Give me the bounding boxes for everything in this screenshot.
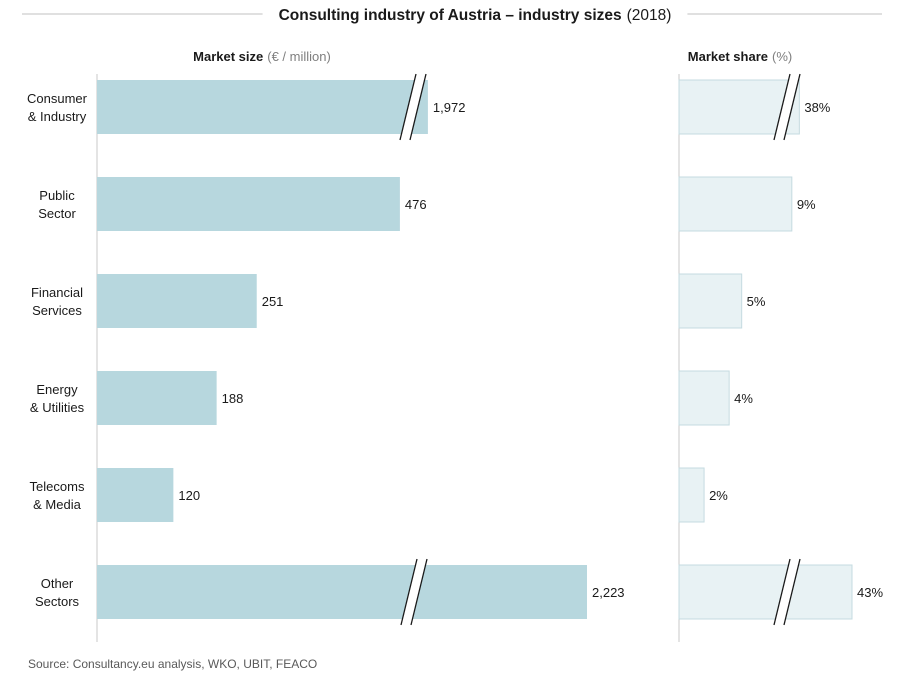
data-label-2-6: 43% <box>857 585 883 600</box>
panel-1-header-name: Market size <box>193 49 263 64</box>
axis-break-mark-1-6-b <box>410 558 428 626</box>
panel-1-header-unit: (€ / million) <box>267 49 331 64</box>
data-label-2-1: 38% <box>804 100 830 115</box>
panel-2-header-unit: (%) <box>772 49 792 64</box>
axis-break-mark-2-1-b <box>783 73 801 141</box>
data-label-2-2: 9% <box>797 197 816 212</box>
data-label-2-3: 5% <box>747 294 766 309</box>
axis-break-gap-1-6 <box>401 559 427 625</box>
chart-title: Consulting industry of Austria – industr… <box>279 7 622 24</box>
data-label-1-4: 188 <box>222 391 244 406</box>
axis-break-mark-1-1-a <box>399 73 417 141</box>
axis-break-mark-2-1-a <box>773 73 791 141</box>
data-label-2-4: 4% <box>734 391 753 406</box>
panel-2-header-name: Market share <box>688 49 768 64</box>
axis-break-gap-2-6 <box>774 559 800 625</box>
data-label-1-6: 2,223 <box>592 585 625 600</box>
category-label-5-line-1: Telecoms <box>30 479 85 494</box>
bar-market-size-1 <box>97 80 428 134</box>
bar-market-size-4 <box>97 371 217 425</box>
data-label-1-5: 120 <box>178 488 200 503</box>
data-label-2-5: 2% <box>709 488 728 503</box>
category-label-2-line-1: Public <box>39 188 75 203</box>
axis-break-gap-1-1 <box>400 74 426 140</box>
source-note: Source: Consultancy.eu analysis, WKO, UB… <box>28 657 317 671</box>
bar-market-size-3 <box>97 274 257 328</box>
category-label-4-line-2: & Utilities <box>30 400 85 415</box>
bar-market-share-6 <box>678 564 853 620</box>
category-label-6-line-1: Other <box>41 576 74 591</box>
data-label-1-3: 251 <box>262 294 284 309</box>
bar-market-share-3 <box>678 273 743 329</box>
axis-break-mark-2-6-b <box>783 558 801 626</box>
category-label-4-line-1: Energy <box>36 382 78 397</box>
category-label-1-line-2: & Industry <box>28 109 87 124</box>
bar-market-share-2 <box>678 176 793 232</box>
category-label-2-line-2: Sector <box>38 206 76 221</box>
axis-break-mark-1-6-a <box>400 558 418 626</box>
data-label-1-2: 476 <box>405 197 427 212</box>
axis-break-mark-2-6-a <box>773 558 791 626</box>
category-label-6-line-2: Sectors <box>35 594 80 609</box>
category-label-3-line-1: Financial <box>31 285 83 300</box>
data-label-1-1: 1,972 <box>433 100 466 115</box>
bar-market-size-2 <box>97 177 400 231</box>
category-label-3-line-2: Services <box>32 303 82 318</box>
bar-market-share-5 <box>678 467 705 523</box>
bar-market-size-5 <box>97 468 174 522</box>
axis-break-gap-2-1 <box>774 74 800 140</box>
axis-break-mark-1-1-b <box>409 73 427 141</box>
category-label-5-line-2: & Media <box>33 497 81 512</box>
bar-market-size-6 <box>97 565 587 619</box>
bar-market-share-4 <box>678 370 730 426</box>
chart-title-year: (2018) <box>627 7 672 24</box>
category-label-1-line-1: Consumer <box>27 91 88 106</box>
